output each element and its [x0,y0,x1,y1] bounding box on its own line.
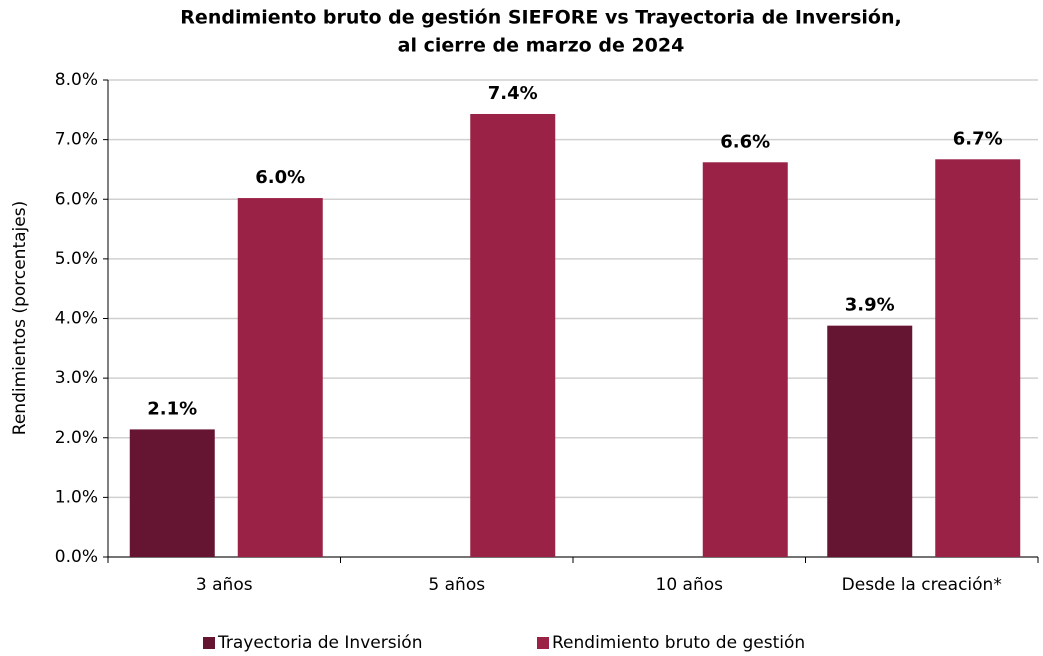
value-label: 6.6% [720,131,770,152]
value-label: 3.9% [845,295,895,316]
chart-title: Rendimiento bruto de gestión SIEFORE vs … [180,7,901,29]
bar [702,162,788,557]
y-tick-label: 4.0% [55,309,98,329]
y-axis-label: Rendimientos (porcentajes) [10,201,30,435]
x-tick-label: 3 años [196,575,253,595]
bar [827,325,913,557]
value-label: 6.7% [953,128,1003,149]
value-label: 2.1% [147,398,197,419]
value-label: 7.4% [488,83,538,104]
chart-title: al cierre de marzo de 2024 [398,35,685,57]
y-tick-label: 7.0% [55,130,98,150]
legend-swatch [537,637,549,649]
legend-swatch [203,637,215,649]
value-label: 6.0% [255,167,305,188]
y-tick-label: 1.0% [55,487,98,507]
y-tick-label: 8.0% [55,70,98,90]
legend-label: Trayectoria de Inversión [217,633,422,653]
y-tick-label: 0.0% [55,547,98,567]
y-tick-label: 5.0% [55,249,98,269]
y-tick-label: 3.0% [55,368,98,388]
x-tick-label: 5 años [428,575,485,595]
bar [935,159,1021,557]
bar [470,113,556,557]
legend-label: Rendimiento bruto de gestión [552,633,805,653]
x-tick-label: Desde la creación* [842,575,1002,595]
y-tick-label: 6.0% [55,189,98,209]
bar [129,429,215,557]
bar [237,198,323,557]
x-tick-label: 10 años [656,575,724,595]
y-tick-label: 2.0% [55,428,98,448]
